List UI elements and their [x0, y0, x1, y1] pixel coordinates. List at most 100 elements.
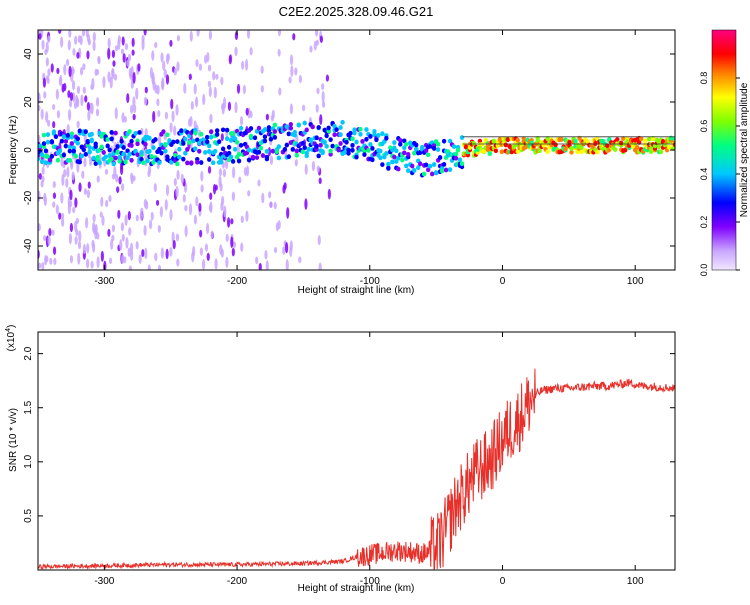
- heatmap-cell: [236, 158, 242, 164]
- heatmap-cell: [433, 170, 439, 176]
- heatmap-cell: [99, 211, 103, 218]
- heatmap-cell: [49, 139, 55, 144]
- heatmap-cell: [451, 144, 457, 150]
- heatmap-cell: [53, 134, 59, 140]
- heatmap-cell: [63, 64, 67, 76]
- heatmap-cell: [290, 65, 294, 77]
- heatmap-cell: [41, 141, 47, 146]
- heatmap-cell: [153, 183, 157, 193]
- heatmap-cell: [642, 138, 648, 144]
- heatmap-cell: [157, 134, 162, 146]
- heatmap-cell: [286, 154, 292, 160]
- heatmap-cell: [49, 257, 53, 265]
- heatmap-cell: [234, 101, 238, 114]
- heatmap-cell: [133, 148, 138, 154]
- heatmap-cell: [50, 63, 54, 73]
- heatmap-cell: [160, 52, 164, 63]
- heatmap-cell: [126, 93, 130, 104]
- heatmap-cell: [358, 131, 363, 137]
- heatmap-cell: [198, 202, 202, 212]
- heatmap-cell: [177, 154, 182, 160]
- heatmap-cell: [394, 148, 399, 154]
- heatmap-cell: [58, 30, 62, 34]
- heatmap-cell: [231, 247, 235, 257]
- heatmap-cell: [83, 188, 88, 195]
- heatmap-cell: [384, 151, 389, 156]
- heatmap-cell: [137, 130, 142, 135]
- heatmap-cell: [246, 157, 252, 163]
- heatmap-cell: [176, 61, 180, 72]
- heatmap-cell: [96, 256, 100, 269]
- heatmap-cell: [175, 185, 179, 198]
- heatmap-cell: [267, 147, 272, 157]
- heatmap-cell: [176, 258, 180, 267]
- heatmap-cell: [321, 101, 326, 108]
- heatmap-cell: [184, 225, 188, 238]
- heatmap-cell: [196, 30, 200, 37]
- heatmap-cell: [87, 181, 91, 189]
- heatmap-cell: [320, 150, 325, 156]
- heatmap-cell: [181, 141, 186, 146]
- heatmap-cell: [92, 40, 96, 52]
- heatmap-cell: [157, 224, 161, 233]
- heatmap-cell: [412, 150, 417, 156]
- heatmap-cell: [247, 190, 251, 197]
- heatmap-cell: [74, 235, 78, 245]
- heatmap-cell: [69, 92, 74, 101]
- heatmap-cell: [370, 145, 375, 151]
- heatmap-cell: [74, 197, 78, 208]
- heatmap-cell: [132, 72, 136, 84]
- heatmap-cell: [190, 100, 194, 110]
- heatmap-cell: [38, 143, 43, 149]
- heatmap-cell: [87, 110, 91, 121]
- heatmap-cell: [78, 182, 82, 193]
- heatmap-cell: [105, 137, 110, 142]
- heatmap-cell: [272, 129, 278, 134]
- heatmap-cell: [265, 260, 269, 270]
- heatmap-cell: [634, 144, 640, 150]
- heatmap-cell: [289, 54, 294, 66]
- heatmap-cell: [206, 149, 212, 154]
- heatmap-cell: [166, 53, 170, 62]
- heatmap-cell: [130, 104, 134, 114]
- heatmap-cell: [121, 145, 126, 150]
- heatmap-cell: [210, 230, 214, 239]
- heatmap-cell: [209, 192, 213, 201]
- heatmap-cell: [325, 74, 330, 82]
- heatmap-cell: [154, 41, 158, 49]
- heatmap-cell: [129, 72, 133, 81]
- heatmap-cell: [149, 153, 154, 159]
- heatmap-cell: [161, 77, 165, 90]
- heatmap-cell: [114, 107, 118, 120]
- heatmap-cell: [86, 258, 90, 269]
- heatmap-cell: [336, 147, 341, 153]
- heatmap-cell: [129, 242, 134, 255]
- heatmap-cell: [82, 86, 86, 94]
- heatmap-cell: [135, 87, 139, 100]
- heatmap-cell: [249, 47, 253, 56]
- heatmap-cell: [206, 157, 212, 162]
- heatmap-cell: [109, 156, 114, 162]
- heatmap-cell: [431, 146, 437, 151]
- heatmap-cell: [68, 99, 73, 108]
- heatmap-cell: [38, 223, 41, 232]
- heatmap-cell: [268, 191, 272, 199]
- heatmap-cell: [441, 138, 447, 144]
- heatmap-cell: [390, 159, 395, 165]
- heatmap-cell: [350, 147, 355, 153]
- heatmap-cell: [41, 39, 45, 50]
- heatmap-cell: [156, 98, 160, 107]
- heatmap-cell: [121, 112, 125, 123]
- heatmap-cell: [321, 83, 325, 91]
- heatmap-cell: [537, 148, 542, 154]
- heatmap-cell: [396, 166, 401, 172]
- heatmap-cell: [288, 121, 294, 127]
- heatmap-cell: [187, 140, 192, 145]
- heatmap-cell: [38, 262, 42, 269]
- heatmap-cell: [157, 264, 162, 270]
- heatmap-cell: [165, 74, 170, 85]
- heatmap-cell: [294, 148, 299, 154]
- heatmap-cell: [289, 103, 294, 115]
- heatmap-cell: [107, 153, 112, 158]
